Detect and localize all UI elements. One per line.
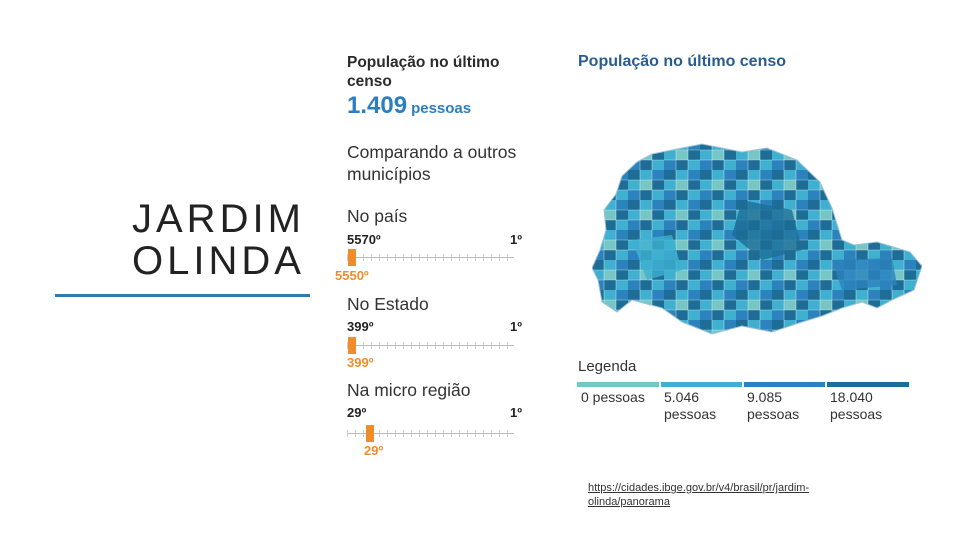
ranking-micro-marker — [366, 425, 374, 442]
legend-swatch-2 — [744, 382, 825, 387]
population-unit: pessoas — [411, 100, 472, 117]
ranking-micro-track — [347, 425, 514, 442]
legend-label-1: 5.046 pessoas — [664, 389, 716, 423]
ranking-micro-label: Na micro região — [347, 380, 471, 400]
title-underline — [55, 294, 310, 297]
legend-label-2: 9.085 pessoas — [747, 389, 799, 423]
ranking-country-track — [347, 249, 514, 266]
legend-label-1-line1: 5.046 — [664, 389, 700, 405]
ranking-micro-top: 1º — [510, 405, 522, 420]
ranking-state-marker-value: 399º — [347, 355, 374, 370]
population-header: População no último censo — [347, 54, 500, 90]
legend-label-2-line2: pessoas — [747, 406, 800, 422]
legend-swatch-3 — [827, 382, 909, 387]
legend-label-3: 18.040 pessoas — [830, 389, 882, 423]
population-value-row: 1.409 pessoas — [347, 92, 471, 120]
ranking-country-marker — [348, 249, 356, 266]
legend-label-0: 0 pessoas — [581, 389, 645, 406]
legend-swatch-1 — [661, 382, 742, 387]
ranking-country-top: 1º — [510, 232, 522, 247]
ranking-state-position: 399º — [347, 319, 374, 334]
slide-title-line2: OLINDA — [132, 239, 305, 283]
legend-label-0-line1: 0 pessoas — [581, 389, 645, 405]
ranking-micro-position: 29º — [347, 405, 367, 420]
ranking-country-marker-value: 5550º — [335, 268, 369, 283]
population-value: 1.409 — [347, 92, 408, 119]
slide-title-line1: JARDIM — [132, 197, 305, 241]
slide-title: JARDIM OLINDA — [132, 198, 305, 282]
source-link[interactable]: https://cidades.ibge.gov.br/v4/brasil/pr… — [588, 482, 810, 508]
legend-label-2-line1: 9.085 — [747, 389, 783, 405]
legend-label-1-line2: pessoas — [664, 406, 717, 422]
map-title: População no último censo — [578, 53, 787, 70]
ranking-state-track — [347, 337, 514, 354]
ranking-country-label: No país — [347, 206, 408, 226]
legend-label-3-line1: 18.040 — [830, 389, 873, 405]
ranking-state-marker — [348, 337, 356, 354]
compare-header: Comparando a outros municípios — [347, 142, 517, 184]
legend-swatch-0 — [577, 382, 659, 387]
ranking-state-label: No Estado — [347, 294, 429, 314]
legend-title: Legenda — [578, 358, 637, 375]
legend-label-3-line2: pessoas — [830, 406, 883, 422]
parana-choropleth-map[interactable] — [592, 140, 922, 340]
ranking-micro-marker-value: 29º — [364, 443, 384, 458]
ranking-state-top: 1º — [510, 319, 522, 334]
ranking-country-position: 5570º — [347, 232, 381, 247]
